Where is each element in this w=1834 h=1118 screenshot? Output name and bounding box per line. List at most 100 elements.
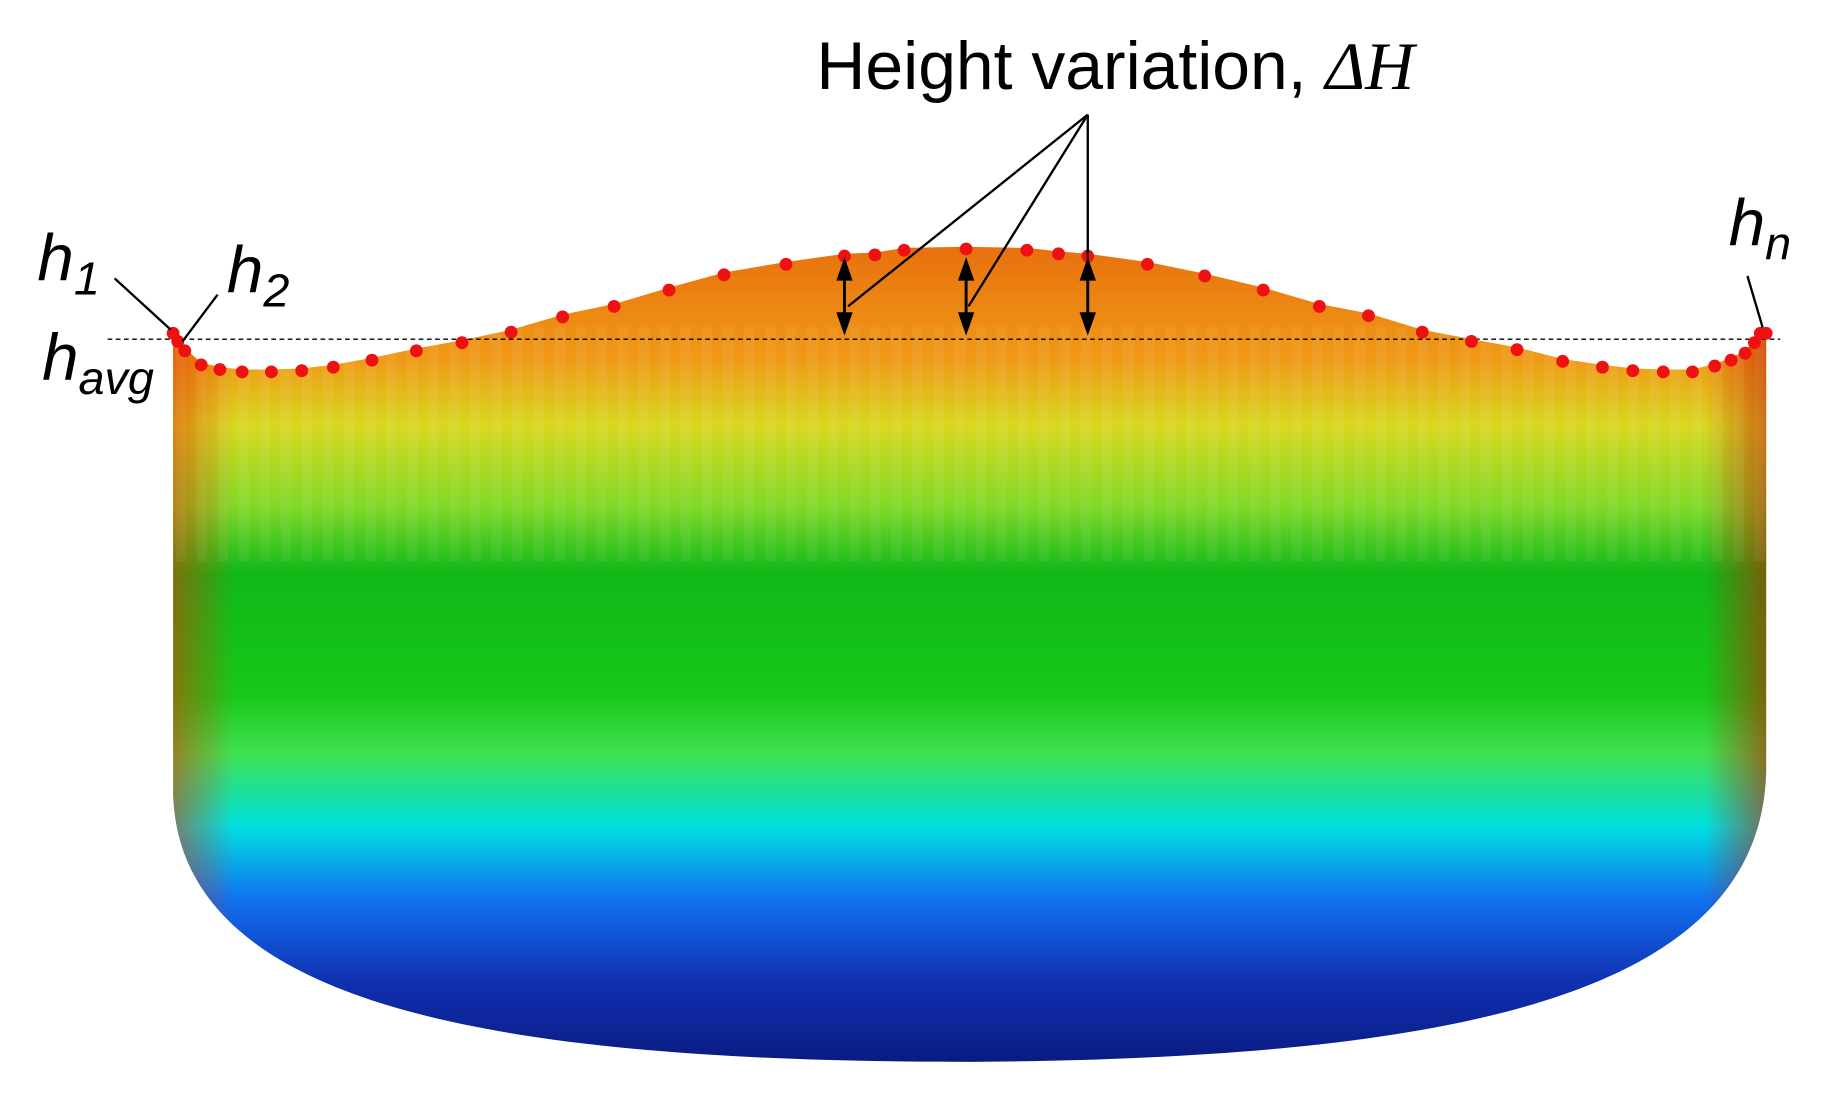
- point: [1626, 364, 1640, 378]
- surface-stripe: [912, 327, 923, 562]
- label-sub: 1: [74, 253, 100, 305]
- surface-stripe: [1607, 327, 1618, 562]
- surface-stripe: [701, 327, 713, 562]
- surface-stripe: [217, 327, 229, 562]
- surface-stripe: [1038, 327, 1050, 562]
- surface-stripe: [407, 327, 418, 562]
- label-main: h: [227, 233, 263, 306]
- point: [1724, 353, 1738, 367]
- surface-stripe: [364, 327, 376, 562]
- point: [1464, 335, 1478, 348]
- surface-stripe: [1375, 327, 1387, 562]
- surface-stripe: [575, 327, 586, 562]
- surface-stripe: [1207, 327, 1218, 562]
- surface-stripe: [996, 327, 1008, 562]
- surface-stripe: [491, 327, 502, 562]
- label-sub: avg: [79, 352, 154, 404]
- surface-stripe: [1396, 327, 1408, 562]
- surface-stripe: [1417, 327, 1429, 562]
- point: [1595, 360, 1609, 374]
- point: [838, 249, 851, 263]
- surface-stripe: [1270, 327, 1281, 562]
- point: [1510, 343, 1524, 357]
- point: [295, 364, 309, 378]
- surface-stripe: [175, 327, 186, 562]
- surface-stripe: [743, 327, 755, 562]
- surface-stripe: [238, 327, 250, 562]
- surface-stripe: [1017, 327, 1029, 562]
- arrow-head: [957, 257, 975, 281]
- surface-stripe: [1670, 327, 1681, 562]
- point: [1198, 269, 1212, 283]
- surface-stripe: [617, 327, 629, 562]
- surface-stripe: [280, 327, 292, 562]
- point: [1759, 326, 1773, 340]
- measurement-points: [166, 242, 1773, 379]
- label-h1: h1: [37, 222, 99, 305]
- surface-stripe: [1291, 327, 1302, 562]
- surface-stripe: [343, 327, 355, 562]
- surface-stripe: [786, 327, 797, 562]
- surface-stripe: [975, 327, 987, 562]
- surface-stripe: [828, 327, 839, 562]
- point: [1656, 365, 1670, 379]
- point: [1738, 346, 1752, 360]
- label-havg: havg: [42, 321, 154, 404]
- point: [897, 243, 911, 257]
- surface-stripe: [1754, 327, 1765, 562]
- point: [1256, 283, 1270, 297]
- surface-stripe: [196, 327, 208, 562]
- point: [1140, 257, 1154, 271]
- surface-stripe: [385, 327, 397, 562]
- surface-stripe: [1459, 327, 1471, 562]
- surface-stripe: [722, 327, 734, 562]
- point: [717, 268, 731, 282]
- surface-stripe: [322, 327, 334, 562]
- surface-stripe: [1480, 327, 1492, 562]
- point: [178, 344, 192, 358]
- surface-stripe: [1564, 327, 1576, 562]
- point: [1686, 365, 1699, 379]
- surface-stripe: [1080, 327, 1092, 562]
- surface-stripe: [870, 327, 881, 562]
- surface-stripe: [659, 327, 671, 562]
- annotation-symbol: ΔH: [1322, 29, 1418, 104]
- surface-stripe: [807, 327, 818, 562]
- surface-stripe: [891, 327, 902, 562]
- point: [1708, 359, 1722, 373]
- arrow-head: [957, 312, 975, 336]
- point: [1556, 354, 1570, 368]
- point: [607, 299, 621, 313]
- surface-stripe: [533, 327, 544, 562]
- point: [235, 365, 249, 379]
- point: [1020, 243, 1034, 257]
- surface-stripe: [1501, 327, 1513, 562]
- surface-stripe: [1628, 327, 1639, 562]
- surface-stripe: [1059, 327, 1071, 562]
- surface-stripe: [849, 327, 860, 562]
- surface: [173, 246, 1767, 1062]
- point: [194, 358, 208, 372]
- point: [868, 248, 882, 262]
- surface-stripe: [1228, 327, 1239, 562]
- surface-stripe: [933, 327, 944, 562]
- surface-stripe: [554, 327, 565, 562]
- point: [1748, 336, 1761, 350]
- surface-edge-tint: [173, 246, 1767, 1062]
- point: [171, 335, 185, 348]
- label-sub: 2: [262, 264, 289, 316]
- surface-stripe: [638, 327, 650, 562]
- surface-stripe: [449, 327, 460, 562]
- surface-stripe: [680, 327, 692, 562]
- height-arrows: [836, 257, 1096, 336]
- surface-stripe: [1333, 327, 1344, 562]
- point: [779, 257, 793, 271]
- surface-stripe: [1122, 327, 1134, 562]
- point: [662, 283, 676, 297]
- point: [213, 363, 227, 376]
- leader-lines: [113, 113, 1764, 343]
- label-sub: n: [1765, 218, 1791, 270]
- point: [959, 242, 973, 256]
